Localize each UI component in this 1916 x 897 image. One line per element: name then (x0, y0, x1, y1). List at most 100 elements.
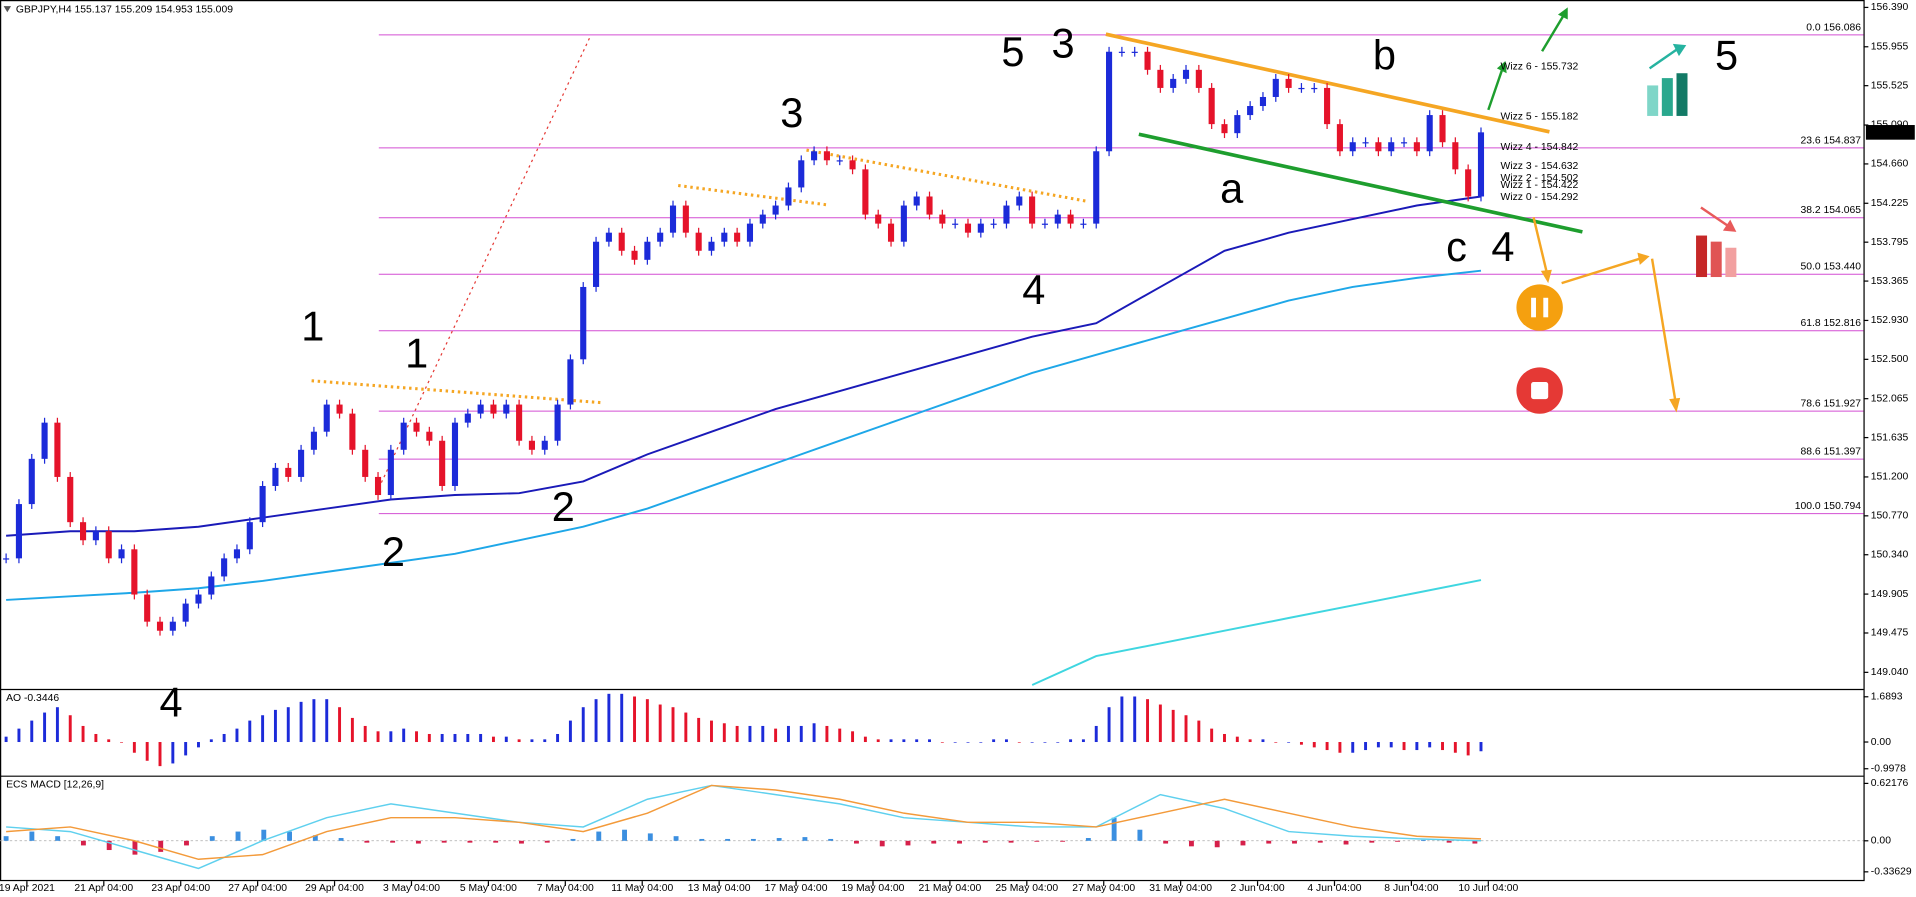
ao-bar (1107, 707, 1111, 743)
candle-body (298, 449, 305, 477)
macd-bar (854, 840, 859, 844)
ao-bar (1223, 733, 1226, 743)
macd-bar (235, 831, 241, 841)
macd-bar (699, 838, 705, 841)
ao-bar (722, 723, 726, 743)
arrow (1541, 14, 1566, 52)
ao-bar (132, 742, 136, 753)
dotted-trendline (806, 148, 1088, 203)
icon-bar (1725, 247, 1737, 278)
y-tick-label: 155.955 (1871, 42, 1909, 53)
wave-label: c (1446, 223, 1467, 270)
candle-body (374, 476, 382, 496)
x-tick-label: 17 May 04:00 (765, 883, 828, 894)
ao-bar (1210, 728, 1214, 743)
y-tick-label: 154.225 (1871, 198, 1909, 209)
candle-body (15, 504, 22, 559)
candle-body (785, 187, 792, 206)
ao-bar (735, 725, 739, 743)
ao-bar (338, 707, 342, 743)
fib-label: 100.0 150.794 (1795, 501, 1862, 512)
ao-bar (645, 699, 649, 743)
macd-bar (1214, 840, 1220, 848)
candle-body (977, 223, 984, 233)
candle-body (580, 286, 587, 360)
x-tick-label: 2 Jun 04:00 (1230, 883, 1284, 894)
wave-label: 2 (552, 483, 575, 530)
ao-bar (197, 742, 200, 748)
candle-body (695, 232, 702, 251)
macd-bar (1240, 840, 1246, 846)
candle-body (990, 223, 997, 225)
macd-bar (55, 836, 61, 841)
wave-label: 4 (1022, 266, 1045, 313)
candle-body (1080, 223, 1087, 225)
wave-label: 5 (1001, 28, 1024, 75)
ao-bar (1351, 742, 1355, 753)
candle-body (362, 449, 369, 477)
macd-bar (1395, 840, 1401, 842)
ao-bar (953, 742, 957, 743)
candle-body (1247, 106, 1254, 116)
ao-bar (607, 693, 611, 743)
x-tick-label: 8 Jun 04:00 (1384, 883, 1438, 894)
x-tick-label: 29 Apr 04:00 (305, 883, 364, 894)
candle-body (464, 413, 471, 423)
candle-body (1311, 87, 1318, 90)
arrow-head (1722, 219, 1737, 232)
macd-bar (287, 831, 293, 841)
stop-square (1531, 381, 1549, 400)
candle-body (772, 205, 779, 215)
ao-bar (799, 725, 803, 743)
candle-body (439, 440, 446, 486)
macd-bar (209, 836, 215, 841)
x-tick-label: 21 Apr 04:00 (74, 883, 133, 894)
ao-bar (1389, 742, 1393, 748)
candle-body (1465, 169, 1472, 197)
candle-body (528, 440, 535, 450)
wave-label: b (1373, 32, 1396, 79)
x-tick-label: 3 May 04:00 (383, 883, 440, 894)
wave-label: 2 (382, 528, 405, 575)
wizz-label: Wizz 1 - 154.422 (1501, 180, 1579, 191)
macd-bar (828, 838, 834, 841)
candle-body (1298, 87, 1305, 90)
pause-bar (1543, 297, 1549, 318)
fib-label: 38.2 154.065 (1800, 205, 1861, 216)
ao-bar (671, 707, 675, 743)
ao-bar (235, 728, 239, 743)
ao-bar (1312, 742, 1316, 748)
macd-bar (29, 831, 35, 841)
y-tick-label: 0.00 (1871, 737, 1891, 748)
y-tick-label: 155.525 (1871, 80, 1909, 91)
candle-body (618, 232, 625, 251)
y-tick-label: 150.770 (1871, 511, 1909, 522)
ao-bar (350, 717, 354, 743)
candle-body (1413, 142, 1420, 152)
ao-bar (1376, 742, 1380, 748)
icon-bar (1710, 241, 1722, 278)
ao-bar (1133, 696, 1137, 743)
ao-bar (171, 742, 175, 764)
ao-bar (1415, 742, 1419, 751)
ao-bar (55, 707, 59, 743)
candle-body (516, 404, 523, 441)
wizz-label: Wizz 3 - 154.632 (1501, 161, 1579, 172)
candle-body (169, 621, 176, 631)
y-tick-label: 154.660 (1871, 159, 1909, 170)
macd-bar (931, 840, 937, 844)
y-tick-label: 149.475 (1871, 628, 1909, 639)
ao-bar (1158, 704, 1162, 743)
ao-bar (902, 739, 906, 743)
candle-body (746, 223, 754, 242)
ao-bar (1056, 742, 1060, 743)
fib-label: 0.0 156.086 (1806, 22, 1861, 33)
candle-body (426, 431, 433, 441)
pause-icon (1516, 284, 1563, 331)
candle-body (926, 196, 933, 215)
ao-bar (620, 693, 624, 743)
x-tick-label: 13 May 04:00 (688, 883, 751, 894)
candle-body (862, 169, 869, 215)
candle-body (708, 241, 715, 251)
ao-bar (107, 739, 111, 743)
